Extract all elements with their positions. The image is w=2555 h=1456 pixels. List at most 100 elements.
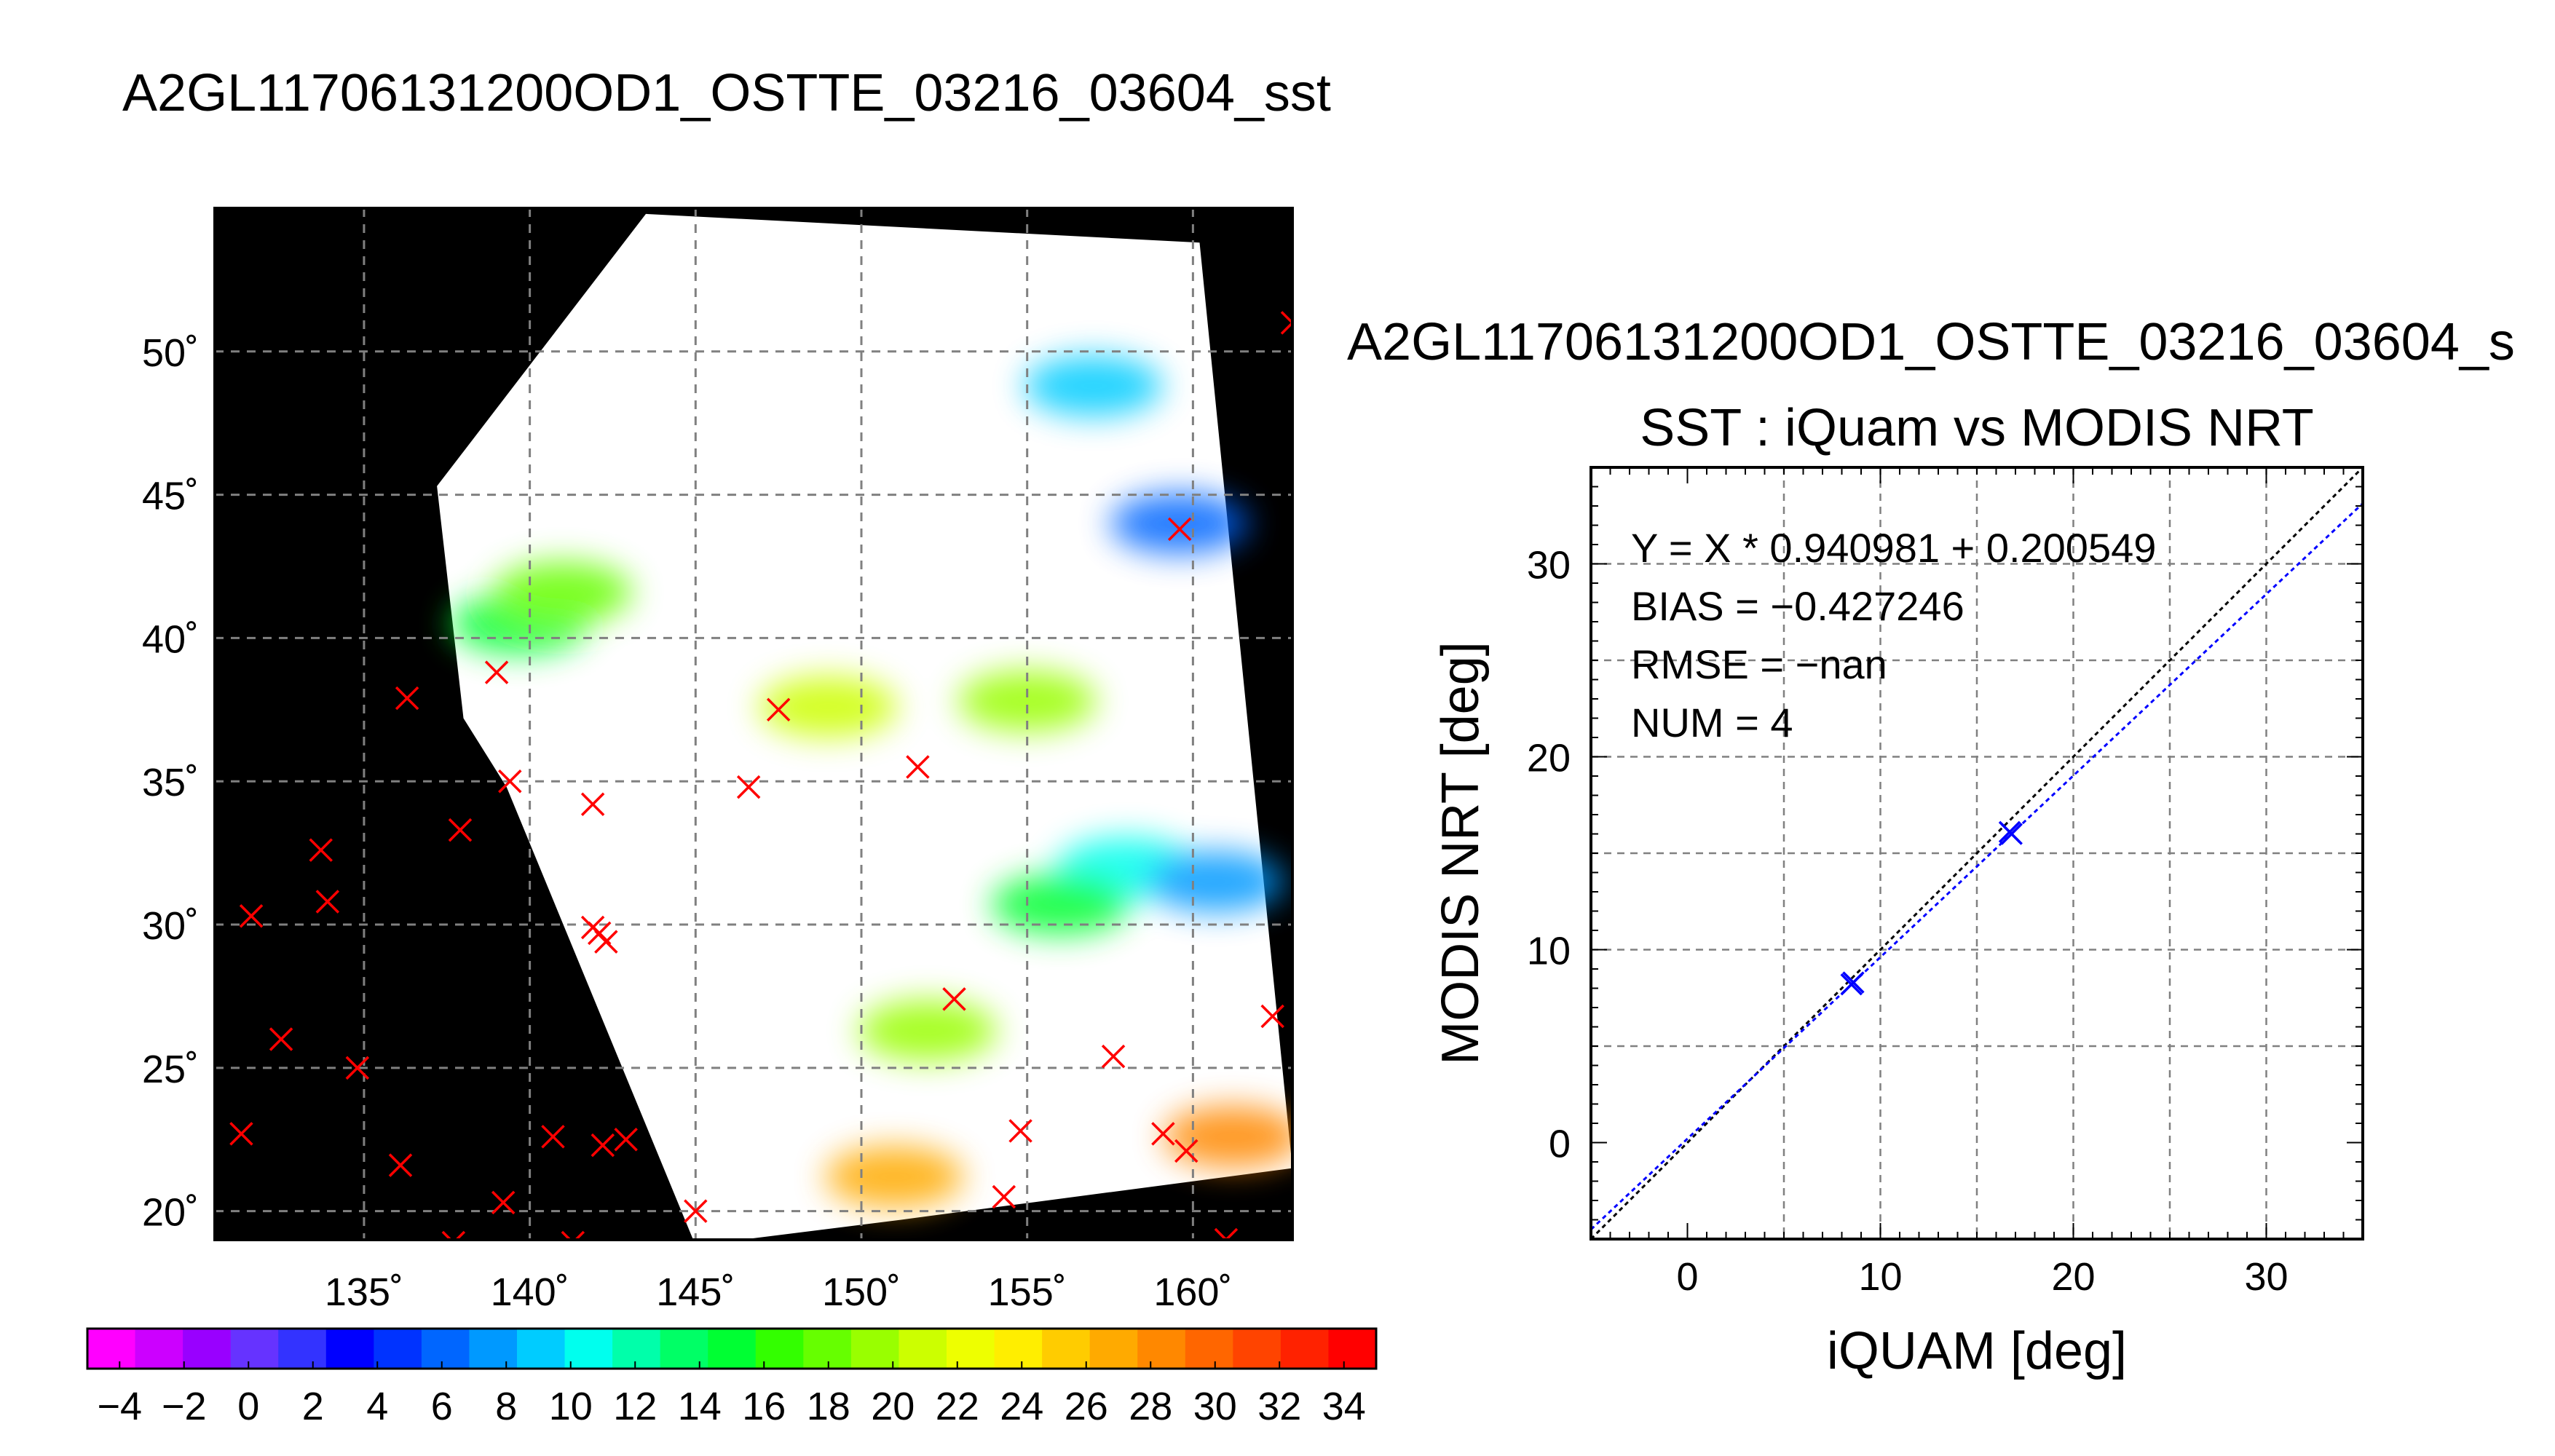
iquam-point: [906, 755, 930, 779]
iquam-point: [684, 1199, 708, 1223]
colorbar-swatch: [1280, 1329, 1330, 1369]
colorbar-tick-label: 2: [302, 1385, 324, 1428]
sst-patch: [1164, 1106, 1292, 1168]
iquam-point: [1167, 517, 1192, 542]
sst-patch: [991, 874, 1130, 935]
regression-line: [1591, 502, 2363, 1230]
colorbar-swatch: [1328, 1329, 1377, 1369]
iquam-point: [309, 838, 333, 862]
colorbar-swatch: [87, 1329, 136, 1369]
iquam-point: [1151, 1122, 1175, 1146]
colorbar-swatch: [183, 1329, 232, 1369]
colorbar-swatch: [517, 1329, 566, 1369]
colorbar-swatch: [947, 1329, 995, 1369]
colorbar-swatch: [230, 1329, 279, 1369]
stats-line: RMSE = −nan: [1631, 641, 1887, 687]
iquam-point: [1280, 311, 1292, 335]
iquam-point: [736, 775, 761, 799]
y-tick-label: 20: [1527, 737, 1571, 780]
x-axis-label: iQUAM [deg]: [1827, 1322, 2127, 1380]
colorbar-swatch: [564, 1329, 613, 1369]
iquam-point: [498, 769, 522, 794]
colorbar-tick-label: 22: [936, 1385, 979, 1428]
iquam-point: [1260, 1004, 1284, 1029]
colorbar-swatch: [1137, 1329, 1186, 1369]
lon-tick-label: 145˚: [656, 1270, 735, 1314]
sst-patch: [494, 561, 633, 623]
colorbar-tick-label: 32: [1257, 1385, 1301, 1428]
iquam-point: [541, 1125, 565, 1149]
lat-tick-label: 30˚: [142, 904, 199, 948]
colorbar-tick-label: 16: [742, 1385, 786, 1428]
lon-tick-label: 155˚: [988, 1270, 1067, 1314]
colorbar-tick-label: 4: [366, 1385, 388, 1428]
x-tick-label: 0: [1676, 1255, 1698, 1299]
iquam-point: [942, 987, 966, 1011]
y-tick-label: 30: [1527, 544, 1571, 587]
iquam-point: [1008, 1119, 1032, 1143]
colorbar-tick-label: 14: [678, 1385, 722, 1428]
colorbar-swatch: [325, 1329, 374, 1369]
iquam-point: [441, 1230, 466, 1240]
lat-tick-label: 40˚: [142, 617, 199, 661]
colorbar-tick-label: −4: [97, 1385, 142, 1428]
iquam-point: [594, 930, 618, 954]
lat-tick-label: 35˚: [142, 761, 199, 804]
map-frame: [213, 207, 1294, 1241]
colorbar-tick-label: 20: [871, 1385, 915, 1428]
colorbar-tick-label: 10: [549, 1385, 593, 1428]
y-tick-label: 10: [1527, 930, 1571, 973]
colorbar-swatch: [612, 1329, 661, 1369]
colorbar-tick-label: 6: [431, 1385, 453, 1428]
iquam-point: [229, 1122, 253, 1146]
sst-patch: [1024, 355, 1163, 417]
iquam-point: [614, 1127, 638, 1152]
iquam-point: [269, 1027, 293, 1051]
lon-tick-label: 150˚: [822, 1270, 901, 1314]
colorbar-swatch: [469, 1329, 518, 1369]
colorbar-swatch: [660, 1329, 708, 1369]
identity-line: [1591, 467, 2363, 1239]
colorbar-swatch: [421, 1329, 470, 1369]
iquam-point: [484, 660, 509, 684]
colorbar-swatch: [1233, 1329, 1282, 1369]
lon-tick-label: 140˚: [491, 1270, 569, 1314]
colorbar-swatch: [708, 1329, 757, 1369]
iquam-point: [239, 903, 264, 928]
iquam-point: [1174, 1139, 1198, 1163]
sst-patch: [1147, 850, 1286, 912]
iquam-point: [992, 1184, 1016, 1209]
iquam-point: [491, 1190, 516, 1215]
colorbar-tick-label: 24: [1000, 1385, 1043, 1428]
match-point: [1842, 971, 1865, 994]
y-axis-label: MODIS NRT [deg]: [1431, 641, 1490, 1065]
lat-tick-label: 20˚: [142, 1191, 199, 1235]
colorbar-tick-label: 34: [1322, 1385, 1366, 1428]
iquam-point: [1214, 1227, 1239, 1240]
scatter-title: SST : iQuam vs MODIS NRT: [1640, 399, 2314, 457]
colorbar-frame: [86, 1327, 1378, 1370]
x-tick-label: 30: [2244, 1255, 2288, 1299]
iquam-point: [580, 792, 605, 816]
x-tick-label: 20: [2051, 1255, 2095, 1299]
colorbar-swatch: [994, 1329, 1043, 1369]
iquam-point: [766, 697, 791, 722]
colorbar-tick-label: 0: [237, 1385, 259, 1428]
iquam-point: [1101, 1044, 1126, 1069]
scatter-figure-title: A2GL11706131200OD1_OSTTE_03216_03604_s: [1347, 313, 2515, 371]
lon-tick-label: 135˚: [325, 1270, 403, 1314]
sst-patch: [759, 676, 898, 737]
lat-tick-label: 50˚: [142, 331, 199, 375]
colorbar-swatch: [1185, 1329, 1233, 1369]
colorbar-swatch: [850, 1329, 900, 1369]
colorbar-tick-label: 28: [1129, 1385, 1172, 1428]
y-tick-label: 0: [1549, 1123, 1571, 1166]
colorbar-swatch: [278, 1329, 327, 1369]
sst-patch: [825, 1146, 964, 1208]
stats-line: NUM = 4: [1631, 700, 1793, 745]
sst-patch: [858, 1000, 998, 1061]
colorbar-swatch: [803, 1329, 852, 1369]
colorbar-tick-label: −2: [162, 1385, 207, 1428]
